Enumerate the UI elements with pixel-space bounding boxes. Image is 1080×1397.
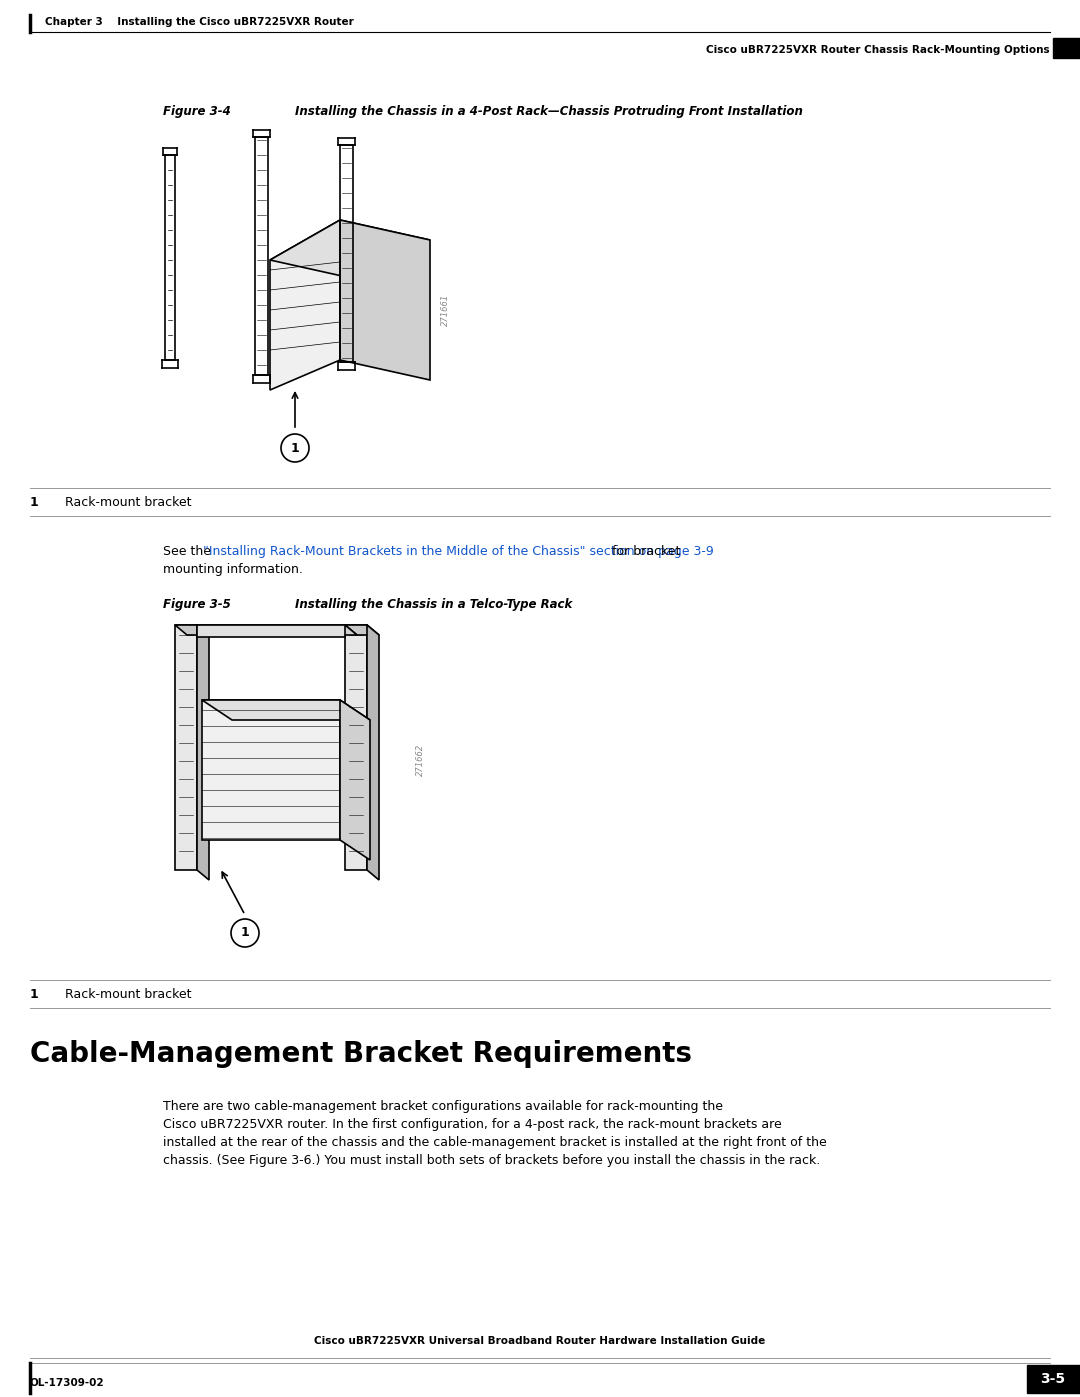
Text: Chapter 3    Installing the Cisco uBR7225VXR Router: Chapter 3 Installing the Cisco uBR7225VX… [45, 17, 354, 27]
Text: Installing the Chassis in a Telco-Type Rack: Installing the Chassis in a Telco-Type R… [295, 598, 572, 610]
Text: OL-17309-02: OL-17309-02 [30, 1377, 105, 1389]
Polygon shape [345, 624, 379, 636]
Bar [1053, 38, 1080, 59]
Text: Figure 3-5: Figure 3-5 [163, 598, 231, 610]
Text: for bracket: for bracket [608, 545, 680, 557]
Polygon shape [367, 624, 379, 880]
Polygon shape [202, 700, 340, 840]
Polygon shape [197, 624, 210, 880]
Text: Cisco uBR7225VXR Router Chassis Rack-Mounting Options: Cisco uBR7225VXR Router Chassis Rack-Mou… [706, 45, 1050, 54]
Text: 271661: 271661 [441, 293, 449, 326]
Polygon shape [175, 624, 210, 636]
Text: 1: 1 [241, 926, 249, 940]
Text: Rack-mount bracket: Rack-mount bracket [65, 988, 191, 1000]
Text: See the: See the [163, 545, 215, 557]
Polygon shape [270, 219, 430, 279]
Polygon shape [270, 219, 340, 390]
Bar [1027, 1365, 1080, 1393]
Polygon shape [202, 700, 370, 719]
Text: Installing the Chassis in a 4-Post Rack—Chassis Protruding Front Installation: Installing the Chassis in a 4-Post Rack—… [295, 105, 802, 117]
Text: Cable-Management Bracket Requirements: Cable-Management Bracket Requirements [30, 1039, 692, 1067]
Text: Figure 3-4: Figure 3-4 [163, 105, 231, 117]
Text: installed at the rear of the chassis and the cable-management bracket is install: installed at the rear of the chassis and… [163, 1136, 827, 1148]
Text: Rack-mount bracket: Rack-mount bracket [65, 496, 191, 509]
Text: 1: 1 [291, 441, 299, 454]
Text: 1: 1 [30, 988, 39, 1000]
Text: 3-5: 3-5 [1040, 1372, 1066, 1386]
Polygon shape [175, 624, 197, 870]
Polygon shape [197, 624, 357, 636]
Text: Cisco uBR7225VXR Universal Broadband Router Hardware Installation Guide: Cisco uBR7225VXR Universal Broadband Rou… [314, 1336, 766, 1345]
Text: "Installing Rack-Mount Brackets in the Middle of the Chassis" section on page 3-: "Installing Rack-Mount Brackets in the M… [203, 545, 714, 557]
Polygon shape [197, 624, 345, 637]
Text: Cisco uBR7225VXR router. In the first configuration, for a 4-post rack, the rack: Cisco uBR7225VXR router. In the first co… [163, 1118, 782, 1132]
Text: 271662: 271662 [416, 743, 424, 777]
Text: mounting information.: mounting information. [163, 563, 302, 576]
Polygon shape [340, 700, 370, 861]
Text: chassis. (See Figure 3-6.) You must install both sets of brackets before you ins: chassis. (See Figure 3-6.) You must inst… [163, 1154, 820, 1166]
Polygon shape [340, 219, 430, 380]
Text: 1: 1 [30, 496, 39, 509]
Polygon shape [345, 624, 367, 870]
Text: There are two cable-management bracket configurations available for rack-mountin: There are two cable-management bracket c… [163, 1099, 723, 1113]
